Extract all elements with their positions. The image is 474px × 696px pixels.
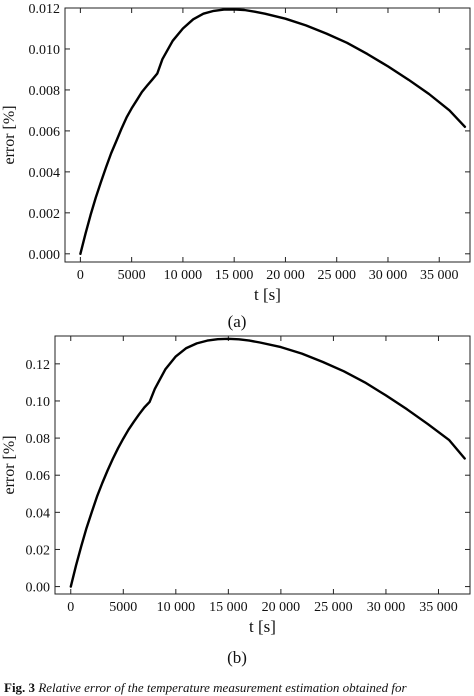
y-tick-label: 0.012	[29, 2, 61, 17]
y-tick-label: 0.08	[26, 432, 51, 447]
y-tick-label: 0.06	[26, 469, 51, 484]
x-tick-label: 5000	[118, 268, 146, 283]
x-tick-label: 15 000	[209, 600, 248, 615]
x-tick-label: 30 000	[367, 600, 406, 615]
x-axis-label: t [s]	[254, 285, 281, 304]
y-tick-label: 0.010	[29, 43, 61, 58]
y-tick-label: 0.12	[26, 358, 51, 373]
plot-frame	[54, 335, 471, 595]
y-tick-label: 0.00	[26, 581, 51, 596]
figure-caption-text: Relative error of the temperature measur…	[35, 680, 407, 695]
y-axis-label: error [%]	[1, 435, 18, 494]
panel-label-b: (b)	[227, 648, 247, 667]
y-tick-label: 0.002	[29, 207, 61, 222]
x-tick-label: 20 000	[262, 600, 301, 615]
x-tick-label: 5000	[109, 600, 137, 615]
y-tick-label: 0.10	[26, 395, 51, 410]
x-tick-label: 35 000	[419, 600, 458, 615]
plot-frame	[64, 7, 471, 263]
y-axis-label: error [%]	[1, 105, 18, 164]
y-tick-label: 0.006	[29, 125, 61, 140]
y-tick-label: 0.008	[29, 84, 61, 99]
x-tick-label: 10 000	[164, 268, 203, 283]
figure-caption: Fig. 3 Relative error of the temperature…	[4, 680, 407, 696]
y-tick-label: 0.000	[29, 248, 61, 263]
y-tick-label: 0.004	[29, 166, 61, 181]
chart-a: 0 5000 10 000 15 000 20 000 25 000 30 000 35 00…	[1, 2, 471, 304]
x-tick-label: 25 000	[314, 600, 353, 615]
x-tick-label: 25 000	[317, 268, 356, 283]
x-tick-label: 10 000	[157, 600, 196, 615]
x-tick-label: 15 000	[215, 268, 254, 283]
y-tick-label: 0.04	[26, 506, 51, 521]
x-tick-label: 0	[77, 268, 84, 283]
panel-label-a: (a)	[227, 312, 247, 331]
x-tick-label: 0	[67, 600, 74, 615]
y-tick-label: 0.02	[26, 543, 51, 558]
x-axis-label: t [s]	[249, 617, 276, 636]
x-tick-label: 30 000	[369, 268, 408, 283]
series-line-0	[79, 8, 467, 256]
x-tick-label: 35 000	[420, 268, 459, 283]
x-tick-label: 20 000	[266, 268, 305, 283]
series-line-0	[69, 337, 466, 588]
chart-b: 0 5000 10 000 15 000 20 000 25 000 30 000 35 00…	[1, 335, 471, 636]
figure-caption-prefix: Fig. 3	[4, 680, 36, 695]
